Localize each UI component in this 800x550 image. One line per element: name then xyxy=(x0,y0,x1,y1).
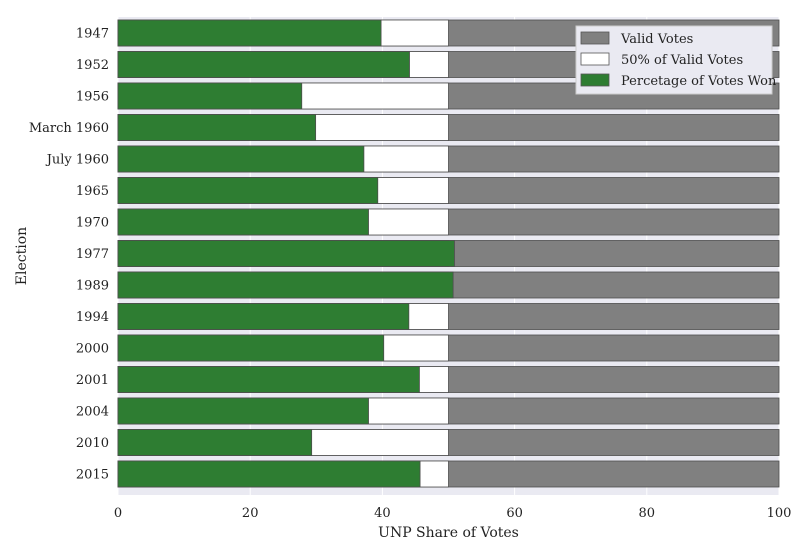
x-tick-label: 60 xyxy=(506,506,523,521)
bar-percetage-of-votes-won-1994 xyxy=(117,303,410,330)
y-tick-label-1977: 1977 xyxy=(76,247,109,262)
x-tick-label: 40 xyxy=(374,506,391,521)
y-tick-label-1965: 1965 xyxy=(76,184,109,199)
y-tick-label-1956: 1956 xyxy=(76,90,109,105)
x-tick-label: 100 xyxy=(767,506,792,521)
bar-percetage-of-votes-won-2004 xyxy=(117,397,369,425)
bar-percetage-of-votes-won-2001 xyxy=(117,366,420,393)
legend-label-valid-votes: Valid Votes xyxy=(620,32,693,47)
legend-swatch-votes-won xyxy=(580,73,610,87)
bar-percetage-of-votes-won-1970 xyxy=(117,208,369,236)
y-axis-label: Election xyxy=(14,227,30,285)
bar-percetage-of-votes-won-1977 xyxy=(117,240,455,267)
y-tick-label-2001: 2001 xyxy=(76,373,109,388)
bar-percetage-of-votes-won-1965 xyxy=(117,177,379,204)
bar-percetage-of-votes-won-1989 xyxy=(117,271,454,299)
x-tick-label: 20 xyxy=(242,506,259,521)
bar-percetage-of-votes-won-july-1960 xyxy=(117,145,365,173)
y-tick-label-2000: 2000 xyxy=(76,342,109,357)
y-tick-labels: 1947 1952 1956 March 1960 July 1960 1965 1970 1… xyxy=(29,27,109,483)
bar-percetage-of-votes-won-2015 xyxy=(117,460,421,488)
y-tick-label-july-1960: July 1960 xyxy=(45,153,109,168)
x-axis-label: UNP Share of Votes xyxy=(378,525,519,541)
legend-swatch-half-valid-votes xyxy=(580,52,610,66)
y-tick-label-1994: 1994 xyxy=(76,310,109,325)
x-tick-label: 80 xyxy=(639,506,656,521)
bar-percetage-of-votes-won-2010 xyxy=(117,429,313,456)
y-tick-label-2010: 2010 xyxy=(76,436,109,451)
y-tick-label-march-1960: March 1960 xyxy=(29,121,109,136)
bars-group xyxy=(117,19,780,488)
y-tick-label-2015: 2015 xyxy=(76,468,109,483)
legend-label-votes-won: Percetage of Votes Won xyxy=(621,74,777,89)
y-tick-label-1952: 1952 xyxy=(76,58,109,73)
x-tick-labels: 0 20 40 60 80 100 xyxy=(114,506,792,521)
bar-percetage-of-votes-won-2000 xyxy=(117,334,385,362)
y-tick-label-1989: 1989 xyxy=(76,279,109,294)
y-tick-label-1947: 1947 xyxy=(76,27,109,42)
bar-percetage-of-votes-won-march-1960 xyxy=(117,114,317,141)
legend-label-half-valid-votes: 50% of Valid Votes xyxy=(621,53,743,68)
bar-percetage-of-votes-won-1947 xyxy=(117,19,382,47)
y-tick-label-2004: 2004 xyxy=(76,405,109,420)
bar-percetage-of-votes-won-1956 xyxy=(117,82,303,110)
legend-swatch-valid-votes xyxy=(580,31,610,45)
y-tick-label-1970: 1970 xyxy=(76,216,109,231)
legend: Valid Votes 50% of Valid Votes Percetage… xyxy=(575,25,777,95)
x-tick-label: 0 xyxy=(114,506,122,521)
bar-percetage-of-votes-won-1952 xyxy=(117,51,410,78)
